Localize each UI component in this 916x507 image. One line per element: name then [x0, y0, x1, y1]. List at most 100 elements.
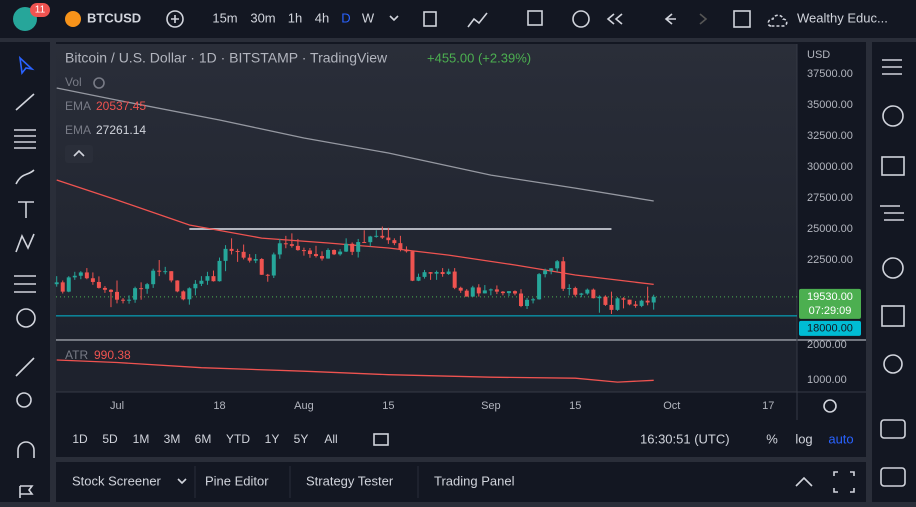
date-range[interactable]	[373, 433, 389, 446]
x-tick-label: 15	[569, 400, 581, 412]
candle-body	[54, 282, 59, 285]
interval[interactable]: 30m	[250, 10, 275, 25]
atr-tick-label: 2000.00	[807, 339, 847, 351]
icon-tool[interactable]	[16, 308, 36, 328]
pattern-tool[interactable]	[15, 233, 35, 253]
scale-option[interactable]: %	[766, 431, 778, 446]
text-tool[interactable]	[18, 201, 34, 218]
candle-body	[537, 274, 542, 300]
redo[interactable]	[699, 13, 708, 25]
scale-options: % log auto	[766, 431, 853, 446]
fullscreen[interactable]	[733, 10, 751, 28]
candle-body	[543, 270, 548, 275]
watchlist[interactable]	[882, 59, 902, 75]
scale-option[interactable]: log	[795, 431, 812, 446]
range-button[interactable]: YTD	[226, 432, 250, 446]
tab[interactable]: Strategy Tester	[306, 473, 394, 488]
news[interactable]	[881, 156, 905, 176]
candle-body	[368, 236, 373, 243]
candle-body	[199, 280, 204, 284]
measure-tool[interactable]	[15, 357, 35, 377]
interval[interactable]: W	[362, 10, 375, 25]
ideas[interactable]	[880, 205, 904, 221]
trend-line-tool[interactable]	[15, 93, 35, 111]
expand-panel[interactable]	[795, 476, 813, 487]
candle-body	[531, 299, 536, 301]
candle-body	[374, 235, 379, 237]
range-button[interactable]: 3M	[164, 432, 181, 446]
lock-tool[interactable]	[19, 485, 34, 498]
candle-body	[133, 288, 138, 300]
symbol[interactable]: BTCUSD	[87, 10, 141, 25]
fib-tool[interactable]	[14, 129, 36, 149]
range-button[interactable]: 6M	[195, 432, 212, 446]
maximize-panel[interactable]	[833, 471, 855, 493]
chart-type[interactable]	[423, 11, 437, 27]
currency[interactable]: USD	[807, 49, 830, 61]
legend-name: EMA	[65, 99, 91, 113]
candle-body	[223, 248, 228, 261]
range-button[interactable]: 5D	[102, 432, 118, 446]
candle-body	[115, 291, 119, 300]
indicators[interactable]	[467, 12, 488, 28]
magnet-tool[interactable]	[17, 441, 35, 458]
clock: 16:30:51 (UTC)	[640, 431, 730, 446]
hidden-eye[interactable]	[93, 77, 105, 89]
candle-body	[169, 271, 174, 281]
collapse-legend[interactable]	[65, 145, 93, 163]
replay[interactable]	[606, 13, 623, 25]
forecast-tool[interactable]	[14, 275, 36, 293]
candle-body	[603, 296, 608, 305]
hotlists[interactable]	[882, 257, 904, 279]
candle-body	[452, 271, 457, 288]
candle-body	[633, 304, 638, 306]
cursor-tool[interactable]	[18, 55, 35, 75]
account[interactable]: Wealthy Educ...	[797, 10, 888, 25]
undo[interactable]	[664, 13, 676, 25]
chats[interactable]	[880, 419, 906, 439]
candle-body	[326, 249, 331, 259]
candle-body	[187, 288, 192, 300]
range-button[interactable]: 1M	[133, 432, 150, 446]
tab[interactable]: Trading Panel	[434, 473, 515, 488]
candle-body	[428, 272, 433, 274]
price-pane	[56, 44, 797, 340]
tab[interactable]: Stock Screener	[72, 473, 162, 488]
add-symbol[interactable]	[166, 10, 184, 28]
range-button[interactable]: 1Y	[265, 432, 280, 446]
alert[interactable]	[572, 10, 590, 28]
range-button[interactable]: All	[324, 432, 337, 446]
interval[interactable]: 4h	[315, 10, 329, 25]
cloud[interactable]	[767, 14, 788, 27]
badge-count: 11	[35, 5, 46, 16]
brush-tool[interactable]	[15, 169, 35, 185]
range-button[interactable]: 1D	[72, 432, 88, 446]
candle-body	[597, 296, 602, 299]
candle-body	[127, 299, 132, 301]
scale-option[interactable]: auto	[828, 431, 853, 446]
candle-body	[380, 235, 385, 238]
layouts[interactable]	[527, 10, 543, 26]
interval[interactable]: D	[341, 10, 350, 25]
candle-body	[440, 272, 445, 275]
range-button[interactable]: 5Y	[294, 432, 309, 446]
interval[interactable]: 15m	[212, 10, 237, 25]
settings[interactable]	[823, 399, 837, 413]
calendar[interactable]	[881, 305, 905, 327]
candle-body	[512, 291, 517, 294]
screener-dropdown[interactable]	[177, 478, 187, 485]
chart-title: Bitcoin / U.S. Dollar · 1D · BITSTAMP · …	[65, 50, 388, 66]
zoom-tool[interactable]	[16, 392, 32, 408]
candle-body	[609, 304, 614, 310]
notifications[interactable]	[883, 354, 903, 374]
alerts[interactable]	[882, 105, 904, 127]
left-toolbar	[0, 42, 50, 502]
messages[interactable]	[880, 467, 906, 487]
interval[interactable]: 1h	[288, 10, 302, 25]
candle-body	[494, 289, 499, 292]
candle-body	[639, 300, 644, 306]
candle-body	[416, 276, 421, 281]
candle-body	[561, 261, 566, 289]
interval-dropdown[interactable]	[389, 15, 399, 22]
tab[interactable]: Pine Editor	[205, 473, 269, 488]
